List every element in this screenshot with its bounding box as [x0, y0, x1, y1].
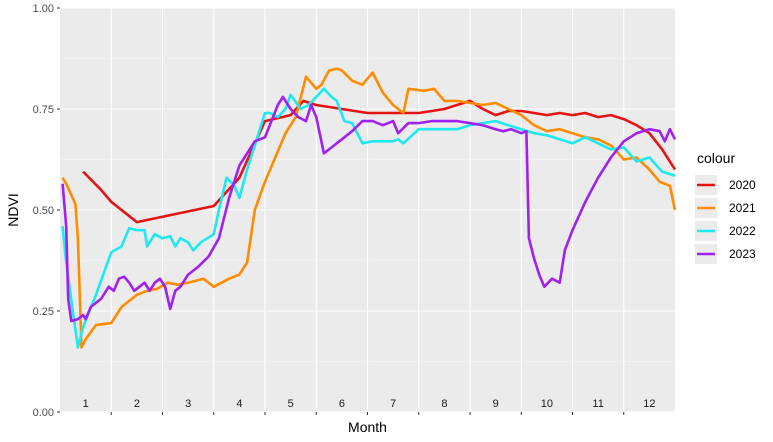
legend-label-2022: 2022	[729, 224, 756, 238]
y-tick-label: 0.00	[33, 407, 54, 419]
legend-label-2021: 2021	[729, 201, 756, 215]
month-label: 1	[83, 398, 89, 410]
y-axis: 0.00 0.25 0.50 0.75 1.00	[33, 3, 60, 419]
legend-label-2023: 2023	[729, 247, 756, 261]
month-label: 3	[185, 398, 191, 410]
series-line-2022	[61, 87, 676, 349]
month-label: 5	[288, 398, 294, 410]
month-labels: 1 2 3 4 5 6 7 8 9 10 11 12	[83, 398, 656, 410]
series-line-2023	[61, 95, 677, 323]
legend: colour 2020 2021 2022 2023	[695, 150, 756, 264]
x-axis	[110, 412, 625, 415]
y-tick-label: 0.75	[33, 104, 54, 116]
month-label: 12	[643, 398, 655, 410]
legend-title: colour	[697, 150, 735, 166]
month-label: 6	[339, 398, 345, 410]
month-label: 11	[592, 398, 603, 410]
series-line-2021	[61, 67, 677, 349]
month-label: 4	[236, 398, 242, 410]
y-axis-title: NDVI	[5, 193, 21, 226]
y-tick-label: 1.00	[33, 3, 54, 15]
month-label: 8	[441, 398, 447, 410]
month-label: 7	[390, 398, 396, 410]
legend-label-2020: 2020	[729, 178, 756, 192]
month-label: 10	[541, 398, 553, 410]
month-label: 9	[493, 398, 499, 410]
month-label: 2	[134, 398, 140, 410]
series-layer	[61, 67, 677, 349]
x-axis-title: Month	[348, 419, 387, 435]
y-tick-label: 0.25	[33, 306, 54, 318]
y-tick-label: 0.50	[33, 205, 54, 217]
grid-major	[60, 7, 675, 413]
